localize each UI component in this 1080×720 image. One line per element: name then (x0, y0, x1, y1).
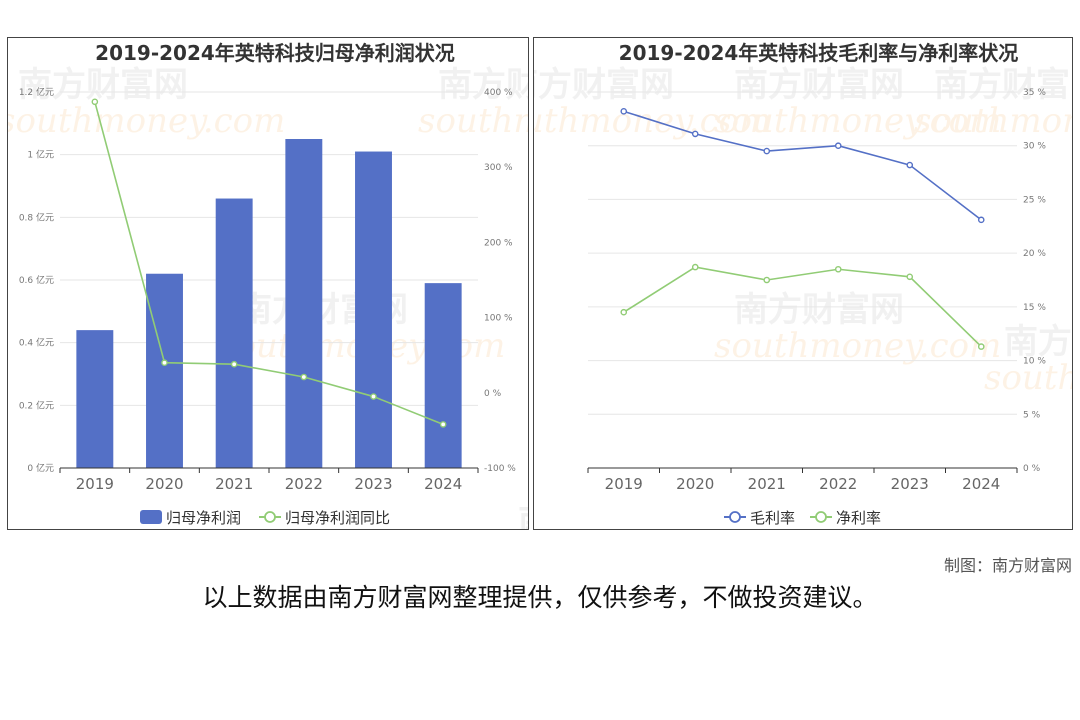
watermark-brand: 南方财富网 (518, 502, 529, 530)
watermark-brand: 南方财富网 (734, 65, 904, 105)
right-tick-label: 200 % (484, 238, 513, 248)
left-tick-label: 0.6 亿元 (19, 274, 54, 286)
yoy-point (91, 98, 99, 106)
watermark-domain: southmoney.com (714, 326, 1001, 366)
watermark-domain: southmoney.com (984, 358, 1073, 398)
margin-chart: 南方财富网southmoney.com南方财富网southmoney.com南方… (534, 41, 1073, 527)
right-tick-label: 0 % (484, 389, 502, 399)
yoy-point (370, 393, 377, 400)
x-tick-label: 2020 (145, 475, 183, 493)
x-tick-label: 2019 (76, 475, 114, 493)
x-tick-label: 2022 (819, 475, 857, 493)
legend-swatch-point (729, 511, 741, 523)
x-tick-label: 2022 (285, 475, 323, 493)
bar-net-profit (146, 273, 183, 468)
right-tick-label: 15 % (1023, 303, 1046, 313)
yoy-point (439, 421, 447, 428)
net-margin-point (620, 308, 628, 316)
margin-chart-panel: 南方财富网southmoney.com南方财富网southmoney.com南方… (533, 37, 1073, 530)
legend-swatch-point (264, 511, 276, 523)
watermark-domain: southmoney.com (8, 101, 285, 141)
profit-chart-panel: 南方财富网southmoney.com南方财富网southmoney.com南方… (7, 37, 529, 530)
disclaimer-text: 以上数据由南方财富网整理提供，仅供参考，不做投资建议。 (202, 583, 878, 612)
watermark-domain: southmoney.com (418, 101, 529, 141)
right-tick-label: 300 % (484, 163, 513, 173)
net-margin-line (623, 266, 982, 348)
profit-chart: 南方财富网southmoney.com南方财富网southmoney.com南方… (8, 41, 529, 530)
legend-label: 归母净利润同比 (285, 509, 390, 527)
right-tick-label: 25 % (1023, 195, 1046, 205)
watermark-domain: southmoney.com (914, 101, 1073, 141)
gross-margin-point (620, 108, 628, 115)
legend-label: 归母净利润 (166, 509, 241, 527)
x-tick-label: 2021 (215, 475, 253, 493)
x-tick-label: 2019 (605, 475, 643, 493)
yoy-growth-line (94, 101, 444, 426)
watermark-brand: 南方财富网 (18, 65, 188, 105)
gross-margin-point (691, 130, 699, 138)
legend-swatch-bar (140, 510, 162, 524)
gross-margin-point (906, 161, 914, 169)
gross-margin-point (834, 142, 842, 150)
chart-title: 2019-2024年英特科技归母净利润状况 (95, 41, 455, 65)
right-tick-label: 10 % (1023, 357, 1046, 367)
right-tick-label: 5 % (1023, 410, 1041, 420)
right-tick-label: 400 % (484, 88, 513, 98)
gross-margin-point (763, 147, 771, 155)
watermark-brand: 南方财富网 (438, 65, 529, 105)
watermark-brand: 南方财富网 (1004, 322, 1073, 362)
bar-net-profit (424, 283, 462, 468)
left-tick-label: 1 亿元 (27, 149, 54, 161)
net-margin-point (691, 263, 699, 271)
bar-net-profit (215, 198, 253, 469)
x-tick-label: 2024 (962, 475, 1000, 493)
left-tick-label: 0.4 亿元 (19, 337, 54, 349)
watermark-domain: southmoney.com (714, 101, 1001, 141)
x-tick-label: 2024 (424, 475, 462, 493)
right-tick-label: 35 % (1023, 88, 1046, 98)
right-tick-label: -100 % (484, 464, 516, 474)
yoy-point (300, 373, 308, 381)
bar-net-profit (285, 139, 323, 468)
right-tick-label: 0 % (1023, 464, 1041, 474)
net-margin-point (906, 273, 914, 281)
right-tick-label: 20 % (1023, 249, 1046, 259)
yoy-point (161, 359, 168, 367)
yoy-point (230, 360, 238, 368)
left-tick-label: 0 亿元 (27, 462, 54, 474)
x-tick-label: 2021 (748, 475, 786, 493)
net-margin-point (834, 265, 842, 273)
left-tick-label: 0.2 亿元 (19, 399, 54, 411)
watermark-group: 南方财富网southmoney.com南方财富网southmoney.com南方… (534, 65, 1073, 398)
legend-label: 毛利率 (750, 509, 795, 527)
x-tick-label: 2023 (891, 475, 929, 493)
legend-swatch-point (815, 511, 827, 523)
net-margin-point (977, 343, 985, 350)
bar-net-profit (76, 330, 114, 468)
watermark-brand: 南方财富网 (934, 65, 1073, 105)
x-tick-label: 2020 (676, 475, 714, 493)
gross-margin-line (623, 110, 982, 221)
bar-net-profit (355, 151, 392, 468)
watermark-brand: 南方财富网 (534, 65, 674, 105)
right-tick-label: 100 % (484, 314, 513, 324)
chart-credit: 制图：南方财富网 (943, 556, 1072, 575)
x-tick-label: 2023 (354, 475, 392, 493)
legend-label: 净利率 (836, 509, 881, 527)
right-tick-label: 30 % (1023, 142, 1046, 152)
gross-margin-point (977, 216, 985, 224)
left-tick-label: 0.8 亿元 (19, 211, 54, 223)
net-margin-point (763, 276, 771, 284)
watermark-brand: 南方财富网 (734, 290, 904, 330)
chart-title: 2019-2024年英特科技毛利率与净利率状况 (619, 41, 1019, 65)
left-tick-label: 1.2 亿元 (19, 86, 54, 98)
